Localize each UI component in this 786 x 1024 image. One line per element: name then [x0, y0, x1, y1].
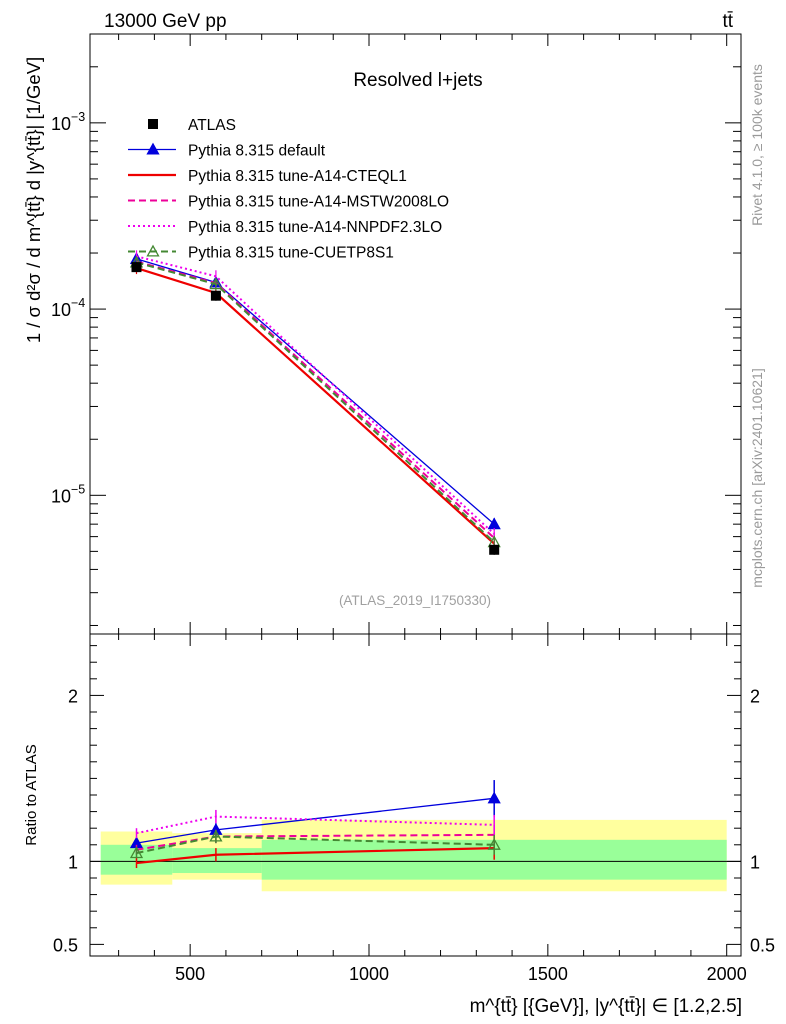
main-series-line [136, 267, 495, 545]
legend-label: ATLAS [188, 117, 236, 134]
x-tick-label: 2000 [707, 964, 747, 984]
ratio-series-marker [129, 846, 144, 859]
legend-marker [146, 244, 160, 257]
data-point [131, 262, 142, 273]
process-label: tt̄ [722, 11, 733, 32]
ratio-y-tick-label: 2 [68, 686, 78, 706]
y-tick-exponent: −5 [71, 482, 85, 496]
ratio-y-axis-label: Ratio to ATLAS [23, 744, 40, 845]
main-plot-area: 10−510−410−3 [51, 33, 741, 634]
x-tick-label: 1500 [528, 964, 568, 984]
uncertainty-band-inner [172, 848, 262, 874]
ratio-y-tick-label-right: 2 [750, 686, 760, 706]
main-series-line [136, 258, 495, 525]
mcplots-note: mcplots.cern.ch [arXiv:2401.10621] [749, 368, 765, 587]
main-series-marker [209, 277, 223, 290]
ratio-y-tick-label: 1 [68, 852, 78, 872]
legend-label: Pythia 8.315 default [188, 143, 326, 160]
rivet-note: Rivet 4.1.0, ≥ 100k events [749, 64, 765, 226]
y-tick-exponent: −3 [71, 110, 85, 124]
x-tick-label: 1000 [349, 964, 389, 984]
y-tick-label: 10 [51, 114, 71, 134]
legend-label: Pythia 8.315 tune-A14-NNPDF2.3LO [188, 219, 442, 236]
ratio-plot-frame [89, 633, 742, 957]
ratio-series-marker [209, 829, 223, 842]
ratio-y-tick-label-right: 1 [750, 852, 760, 872]
x-tick-label: 500 [175, 964, 205, 984]
x-axis-label: m^{tt̄} [{GeV}], |y^{tt̄}| ∈ [1.2,2.5] [470, 996, 742, 1017]
legend-label: Pythia 8.315 tune-CUETP8S1 [188, 245, 394, 262]
ratio-series-marker [487, 837, 501, 850]
plot-title: Resolved l+jets [353, 70, 482, 91]
collision-label: 13000 GeV pp [104, 11, 227, 32]
data-point [489, 544, 500, 555]
y-tick-exponent: −4 [71, 296, 85, 310]
main-y-axis-label: 1 / σ d²σ / d m^{tt̄} d |y^{tt̄}| [1/GeV… [23, 57, 44, 343]
y-tick-label: 10 [51, 486, 71, 506]
legend-label: Pythia 8.315 tune-A14-CTEQL1 [188, 168, 407, 185]
ratio-y-tick-label-right: 0.5 [750, 935, 775, 955]
legend-label: Pythia 8.315 tune-A14-MSTW2008LO [188, 194, 449, 211]
main-series-line [136, 261, 495, 543]
legend-marker-data [148, 119, 158, 129]
ratio-series-marker [487, 791, 501, 804]
ratio-y-tick-label: 0.5 [53, 935, 78, 955]
legend-marker [146, 142, 160, 155]
legend: ATLAS Pythia 8.315 default Pythia 8.315 tu… [128, 117, 449, 262]
y-tick-label: 10 [51, 300, 71, 320]
data-point [210, 290, 221, 301]
analysis-label: (ATLAS_2019_I1750330) [339, 593, 491, 608]
